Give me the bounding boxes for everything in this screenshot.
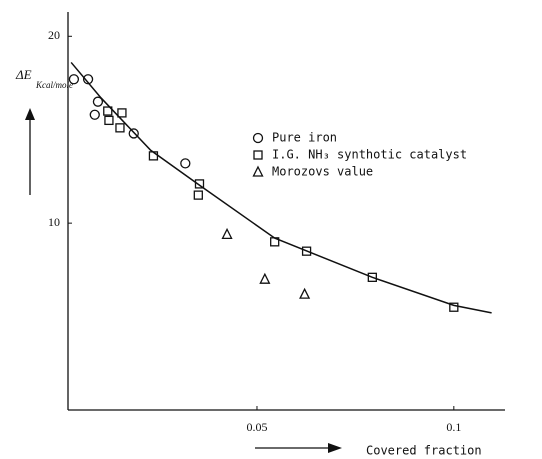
data-point xyxy=(92,96,104,107)
y-tick-label: 20 xyxy=(48,28,60,42)
data-point xyxy=(68,74,80,85)
legend-label: Pure iron xyxy=(272,131,337,145)
data-point xyxy=(194,179,205,189)
data-point xyxy=(270,237,280,247)
data-point xyxy=(301,246,312,256)
legend-label: I.G. NH₃ synthotic catalyst xyxy=(272,148,467,162)
y-arrow-head xyxy=(25,108,35,120)
data-point xyxy=(299,287,311,299)
legend-marker xyxy=(252,165,264,177)
data-point xyxy=(449,302,459,312)
data-point xyxy=(117,108,127,118)
x-tick-label: 0.1 xyxy=(446,420,461,434)
x-tick-label: 0.05 xyxy=(246,420,267,434)
x-arrow-head xyxy=(328,443,342,453)
y-tick-label: 10 xyxy=(48,215,60,229)
data-point xyxy=(148,151,159,161)
legend-marker xyxy=(252,132,264,144)
data-point xyxy=(193,190,203,200)
data-point xyxy=(367,272,377,282)
data-point xyxy=(82,74,94,85)
y-axis-unit: Kcal/mole xyxy=(35,80,73,90)
data-point xyxy=(104,115,114,126)
legend-label: Morozovs value xyxy=(272,165,373,179)
data-point xyxy=(221,227,233,240)
y-axis-label: ΔE xyxy=(15,67,32,82)
x-axis-label: Covered fraction xyxy=(366,444,482,458)
data-point xyxy=(180,158,191,169)
data-point xyxy=(115,123,125,133)
fit-curve xyxy=(70,61,492,314)
data-point xyxy=(89,109,100,120)
legend-marker xyxy=(253,150,263,160)
data-point xyxy=(128,128,139,139)
data-point xyxy=(103,106,113,116)
data-point xyxy=(259,272,271,284)
